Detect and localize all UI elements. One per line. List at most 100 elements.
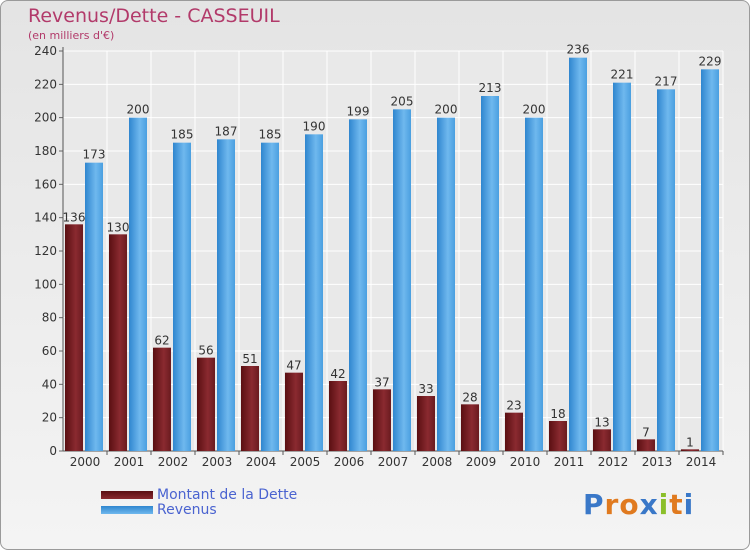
debt-value-label: 37 — [374, 375, 389, 389]
debt-bar — [505, 412, 523, 451]
debt-value-label: 33 — [418, 382, 433, 396]
x-tick-label: 2007 — [378, 455, 409, 469]
x-tick-label: 2012 — [598, 455, 629, 469]
revenue-bar — [613, 82, 631, 452]
y-tick-label: 180 — [34, 144, 57, 158]
revenue-value-label: 199 — [347, 104, 370, 118]
debt-bar — [461, 404, 479, 451]
legend-item-debt: Montant de la Dette — [101, 486, 298, 503]
debt-bar — [549, 421, 567, 451]
legend: Montant de la Dette Revenus — [101, 486, 298, 518]
x-tick-label: 2006 — [334, 455, 365, 469]
revenue-value-label: 205 — [391, 94, 414, 108]
revenue-value-label: 200 — [435, 103, 458, 117]
debt-value-label: 18 — [550, 407, 565, 421]
x-tick-label: 2002 — [158, 455, 189, 469]
debt-bar — [241, 366, 259, 451]
x-tick-label: 2010 — [510, 455, 541, 469]
y-tick-label: 40 — [42, 377, 57, 391]
revenue-value-label: 185 — [259, 128, 282, 142]
revenue-value-label: 190 — [303, 119, 326, 133]
debt-value-label: 47 — [286, 359, 301, 373]
x-tick-label: 2000 — [70, 455, 101, 469]
x-tick-label: 2003 — [202, 455, 233, 469]
y-tick-label: 60 — [42, 344, 57, 358]
y-tick-label: 80 — [42, 311, 57, 325]
y-tick-label: 140 — [34, 211, 57, 225]
revenue-bar — [85, 162, 103, 451]
revenue-bar — [657, 89, 675, 451]
revenue-value-label: 229 — [699, 54, 722, 68]
x-tick-label: 2004 — [246, 455, 277, 469]
x-tick-label: 2011 — [554, 455, 585, 469]
revenue-value-label: 213 — [479, 81, 502, 95]
legend-item-revenue: Revenus — [101, 501, 297, 518]
proxiti-logo: Proxiti — [583, 488, 695, 521]
debt-bar — [329, 381, 347, 451]
revenue-bar — [129, 117, 147, 452]
y-tick-label: 240 — [34, 44, 57, 58]
x-tick-label: 2014 — [686, 455, 717, 469]
y-tick-label: 0 — [49, 444, 57, 458]
debt-value-label: 136 — [63, 210, 86, 224]
debt-bar — [373, 389, 391, 451]
debt-value-label: 13 — [594, 415, 609, 429]
y-tick-label: 200 — [34, 111, 57, 125]
revenue-value-label: 200 — [523, 103, 546, 117]
y-tick-label: 120 — [34, 244, 57, 258]
revenue-bar — [217, 139, 235, 452]
debt-bar — [197, 357, 215, 451]
debt-bar — [681, 449, 699, 451]
debt-value-label: 42 — [330, 367, 345, 381]
revenue-value-label: 187 — [215, 124, 238, 138]
x-tick-label: 2008 — [422, 455, 453, 469]
legend-swatch-debt — [101, 490, 153, 499]
x-tick-label: 2001 — [114, 455, 145, 469]
debt-value-label: 28 — [462, 390, 477, 404]
debt-value-label: 23 — [506, 399, 521, 413]
debt-bar — [65, 224, 83, 451]
revenue-value-label: 236 — [567, 43, 590, 57]
revenue-bar — [569, 57, 587, 452]
revenue-bar — [261, 142, 279, 451]
x-tick-label: 2005 — [290, 455, 321, 469]
debt-value-label: 51 — [242, 352, 257, 366]
debt-bar — [109, 234, 127, 451]
revenue-value-label: 200 — [127, 103, 150, 117]
legend-swatch-revenue — [101, 505, 153, 514]
debt-value-label: 56 — [198, 344, 213, 358]
x-tick-label: 2009 — [466, 455, 497, 469]
revenue-bar — [525, 117, 543, 452]
chart-subtitle: (en milliers d'€) — [28, 29, 115, 42]
revenue-value-label: 173 — [83, 148, 106, 162]
legend-label-revenue: Revenus — [157, 501, 217, 518]
revenue-bar — [701, 69, 719, 451]
debt-bar — [637, 439, 655, 451]
revenue-bar — [173, 142, 191, 451]
revenue-bar — [305, 134, 323, 452]
chart-title: Revenus/Dette - CASSEUIL — [28, 5, 280, 27]
revenue-value-label: 221 — [611, 68, 634, 82]
revenue-value-label: 217 — [655, 74, 678, 88]
revenue-bar — [481, 96, 499, 451]
revenue-bar — [437, 117, 455, 452]
debt-value-label: 7 — [642, 425, 650, 439]
debt-value-label: 62 — [154, 334, 169, 348]
revenue-bar — [393, 109, 411, 451]
revenue-value-label: 185 — [171, 128, 194, 142]
y-tick-label: 20 — [42, 411, 57, 425]
debt-bar — [593, 429, 611, 451]
y-tick-label: 100 — [34, 277, 57, 291]
revenue-bar — [349, 119, 367, 451]
legend-label-debt: Montant de la Dette — [157, 486, 298, 503]
debt-value-label: 130 — [107, 220, 130, 234]
debt-bar — [153, 347, 171, 451]
debt-bar — [417, 396, 435, 451]
y-tick-label: 160 — [34, 177, 57, 191]
debt-bar — [285, 372, 303, 451]
debt-value-label: 1 — [686, 435, 694, 449]
y-tick-label: 220 — [34, 77, 57, 91]
x-tick-label: 2013 — [642, 455, 673, 469]
